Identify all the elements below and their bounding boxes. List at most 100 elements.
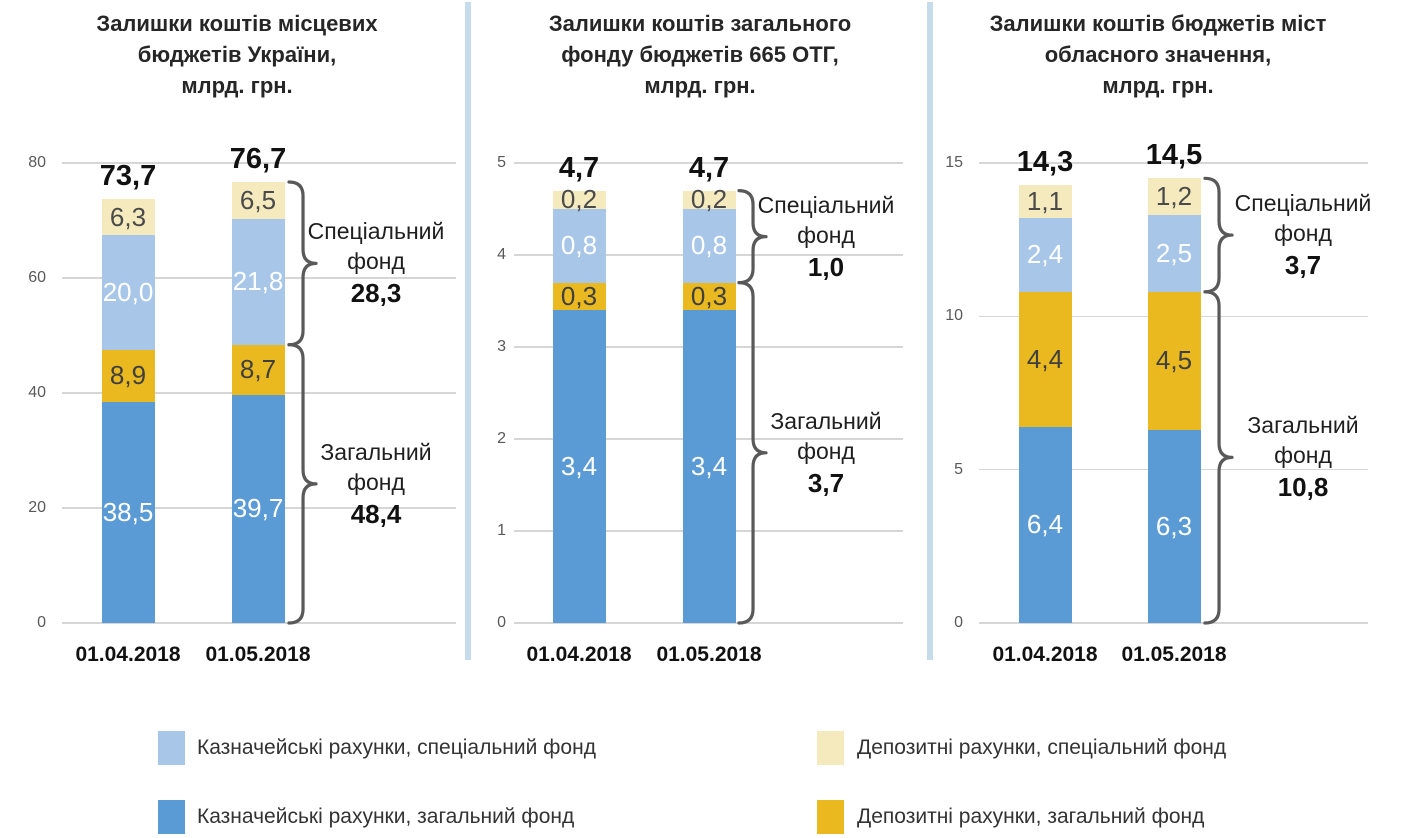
x-axis-category-label: 01.05.2018 — [656, 643, 762, 666]
bar-segment-label: 0,3 — [690, 280, 728, 311]
bar-segment-label: 0,8 — [690, 230, 728, 261]
gridline — [62, 162, 456, 164]
chart-title-line: млрд. грн. — [1102, 73, 1214, 98]
bar-segment-deposit_special — [682, 190, 736, 209]
bar-segment-label: 6,5 — [239, 185, 277, 216]
bar-segment-label: 0,8 — [560, 230, 598, 261]
bar-segment-treasury_general — [552, 310, 606, 623]
y-axis-tick-label: 0 — [954, 614, 963, 631]
bar-total-label: 76,7 — [229, 143, 287, 175]
bar-segment-treasury_general — [682, 310, 736, 623]
fund-annotation-line: Спеціальний — [757, 191, 895, 218]
fund-annotation-value: 1,0 — [807, 251, 845, 282]
bar-segment-label: 6,3 — [109, 201, 147, 232]
x-axis-category-label: 01.04.2018 — [992, 643, 1098, 666]
legend-swatch-deposit_special — [817, 731, 844, 765]
chart-title-line: Залишки коштів загального — [548, 11, 852, 36]
bar-segment-treasury_general — [1018, 426, 1072, 623]
fund-annotation-line: Спеціальний — [1234, 190, 1372, 217]
legend-item-label: Казначейські рахунки, загальний фонд — [197, 805, 575, 828]
gridline — [514, 622, 903, 624]
bar-segment-label: 6,3 — [1155, 510, 1193, 541]
gridline — [514, 162, 903, 164]
bar-segment-deposit_special — [1018, 184, 1072, 219]
chart-title-line: фонду бюджетів 665 ОТГ, — [561, 42, 839, 67]
chart-title-line: млрд. грн. — [181, 73, 293, 98]
chart-title-line: обласного значення, — [1044, 42, 1272, 67]
chart-title-line: Залишки коштів місцевих — [96, 11, 378, 36]
panel-divider — [927, 2, 933, 660]
bar-segment-label: 0,2 — [560, 184, 598, 215]
bar-segment-label: 0,3 — [560, 280, 598, 311]
bar-segment-label: 21,8 — [232, 266, 284, 297]
bar-segment-treasury_general — [101, 401, 155, 623]
legend-swatch-deposit_general — [817, 800, 844, 834]
fund-annotation-line: Спеціальний — [307, 218, 445, 245]
fund-annotation-line: фонд — [1274, 220, 1332, 247]
bar-total-label: 14,5 — [1145, 139, 1203, 172]
y-axis-tick-label: 1 — [497, 522, 506, 539]
legend-item-label: Депозитні рахунки, загальний фонд — [857, 805, 1205, 828]
bar-segment-label: 1,1 — [1026, 185, 1064, 216]
panel-divider — [465, 2, 471, 660]
y-axis-tick-label: 4 — [497, 246, 506, 263]
fund-annotation: Загальний фонд 10,8 — [1188, 410, 1416, 504]
gridline — [62, 622, 456, 624]
bar-segment-label: 4,4 — [1026, 343, 1064, 374]
y-axis-tick-label: 60 — [28, 269, 46, 286]
fund-annotation: Загальний фонд 48,4 — [261, 437, 491, 531]
bar-segment-label: 6,4 — [1026, 509, 1064, 540]
bar-segment-treasury_special — [682, 209, 736, 283]
fund-annotation-value: 48,4 — [350, 498, 402, 529]
bar-total-label: 14,3 — [1016, 145, 1074, 178]
fund-annotation-line: фонд — [347, 468, 405, 495]
fund-annotation: Спеціальний фонд 3,7 — [1188, 188, 1416, 282]
fund-annotation: Спеціальний фонд 1,0 — [711, 190, 941, 284]
bar-segment-label: 8,9 — [109, 360, 147, 391]
bar-segment-treasury_special — [231, 219, 285, 345]
bar-segment-deposit_general — [552, 282, 606, 311]
bar-segment-label: 38,5 — [102, 496, 154, 527]
legend-swatch-treasury_general — [158, 800, 185, 834]
legend-item-label: Депозитні рахунки, спеціальний фонд — [857, 736, 1227, 759]
fund-annotation-line: Загальний — [1247, 412, 1359, 439]
y-axis-tick-label: 0 — [37, 614, 46, 631]
bar-segment-treasury_general — [231, 394, 285, 623]
bar-segment-deposit_special — [101, 199, 155, 236]
fund-annotation: Загальний фонд 3,7 — [711, 406, 941, 500]
chart-title-line: бюджетів України, — [137, 42, 337, 67]
x-axis-category-label: 01.04.2018 — [75, 643, 181, 666]
bar-segment-treasury_special — [1147, 215, 1201, 292]
y-axis-tick-label: 40 — [28, 384, 46, 401]
chart-title-line: млрд. грн. — [644, 73, 756, 98]
fund-annotation-line: Загальний — [770, 407, 882, 434]
x-axis-category-label: 01.05.2018 — [1121, 643, 1227, 666]
bar-segment-treasury_special — [552, 209, 606, 283]
bar-segment-label: 8,7 — [239, 354, 277, 385]
fund-annotation-line: Загальний — [320, 438, 432, 465]
bar-segment-treasury_special — [1018, 218, 1072, 292]
x-axis-category-label: 01.05.2018 — [205, 643, 311, 666]
bar-total-label: 73,7 — [99, 160, 157, 193]
bar-segment-deposit_general — [1147, 291, 1201, 430]
bar-segment-deposit_general — [1018, 291, 1072, 427]
x-axis-category-label: 01.04.2018 — [526, 643, 632, 666]
y-axis-tick-label: 20 — [28, 499, 46, 516]
gridline — [979, 162, 1368, 164]
bar-segment-treasury_special — [101, 235, 155, 351]
bar-segment-label: 39,7 — [232, 493, 284, 524]
bar-segment-label: 20,0 — [102, 277, 154, 308]
bar-total-label: 4,7 — [688, 151, 730, 184]
bar-segment-deposit_special — [1147, 178, 1201, 216]
bar-segment-deposit_general — [682, 282, 736, 311]
y-axis-tick-label: 10 — [945, 307, 963, 325]
bar-segment-treasury_general — [1147, 429, 1201, 623]
y-axis-tick-label: 5 — [954, 460, 963, 478]
bar-segment-label: 2,5 — [1155, 237, 1193, 268]
y-axis-tick-label: 5 — [497, 154, 506, 171]
bar-segment-label: 4,5 — [1155, 345, 1193, 376]
fund-annotation-value: 3,7 — [807, 467, 845, 498]
fund-annotation-value: 10,8 — [1277, 472, 1329, 503]
bar-segment-deposit_special — [552, 190, 606, 209]
